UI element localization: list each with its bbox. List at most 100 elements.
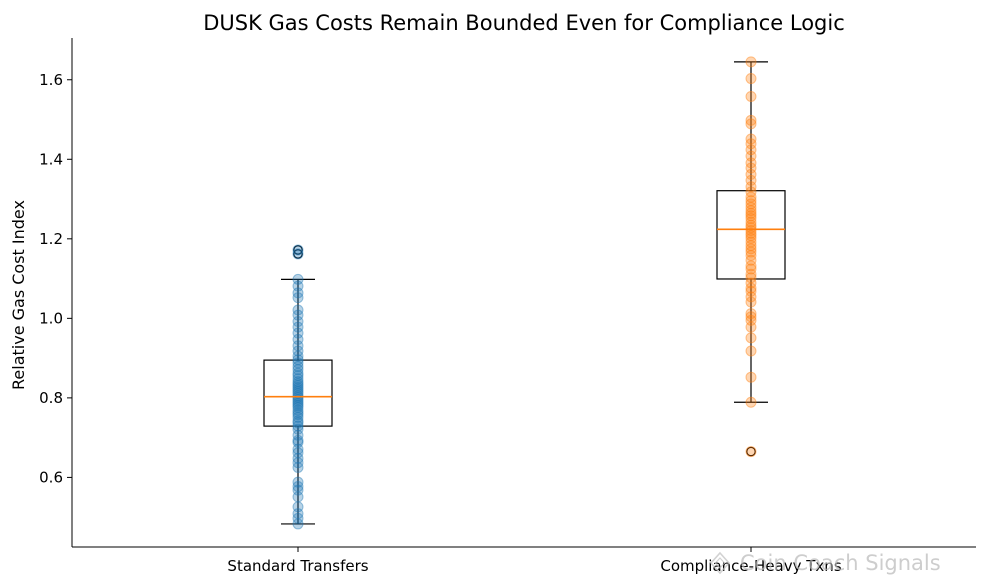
data-point xyxy=(292,354,304,366)
data-point xyxy=(745,195,757,207)
y-tick-label: 0.8 xyxy=(39,389,63,407)
data-point xyxy=(292,407,304,419)
data-point xyxy=(745,243,757,255)
data-point xyxy=(745,213,757,225)
data-point xyxy=(292,309,304,321)
data-point xyxy=(292,476,304,488)
data-point xyxy=(292,273,304,285)
data-point xyxy=(745,210,757,222)
watermark: Coin Coach Signals xyxy=(709,551,941,575)
data-point xyxy=(745,90,757,102)
data-point xyxy=(745,282,757,294)
data-point xyxy=(745,396,757,408)
data-point xyxy=(745,144,757,156)
data-point xyxy=(292,345,304,357)
data-point xyxy=(292,376,304,388)
data-point xyxy=(292,370,304,382)
iqr-box xyxy=(716,190,786,280)
y-tick-label: 1.2 xyxy=(39,230,63,248)
data-point xyxy=(292,401,304,413)
x-tick-label: Compliance-Heavy Txns xyxy=(660,557,841,575)
data-point xyxy=(292,350,304,362)
data-point xyxy=(292,333,304,345)
data-point xyxy=(745,216,757,228)
data-point xyxy=(745,186,757,198)
data-point xyxy=(292,434,304,446)
data-point xyxy=(745,157,757,169)
data-point xyxy=(292,420,304,432)
outlier-marker xyxy=(293,245,303,255)
data-point xyxy=(745,311,757,323)
data-point xyxy=(292,443,304,455)
data-point xyxy=(292,373,304,385)
data-point xyxy=(745,446,757,458)
data-point xyxy=(745,227,757,239)
data-point xyxy=(292,360,304,372)
outlier-marker xyxy=(746,446,756,457)
data-point xyxy=(292,501,304,513)
data-point xyxy=(292,248,304,260)
data-point xyxy=(292,436,304,448)
data-point xyxy=(292,304,304,316)
x-axis: Standard Transfers Compliance-Heavy Txns xyxy=(72,546,976,575)
data-point xyxy=(745,207,757,219)
data-point xyxy=(745,345,757,357)
data-point xyxy=(745,332,757,344)
data-point xyxy=(292,364,304,376)
data-point xyxy=(292,423,304,435)
data-point xyxy=(745,73,757,85)
data-point xyxy=(292,518,304,530)
data-point xyxy=(745,201,757,213)
data-point xyxy=(292,411,304,423)
data-point xyxy=(745,114,757,126)
watermark-text: Coin Coach Signals xyxy=(740,551,941,575)
data-point xyxy=(292,380,304,392)
data-point xyxy=(745,272,757,284)
data-point xyxy=(292,340,304,352)
data-point xyxy=(292,321,304,333)
data-point xyxy=(745,291,757,303)
data-point xyxy=(745,268,757,280)
data-point xyxy=(292,461,304,473)
data-point xyxy=(745,56,757,68)
data-point xyxy=(292,378,304,390)
data-point xyxy=(745,219,757,231)
data-point xyxy=(745,168,757,180)
iqr-box xyxy=(263,359,333,427)
data-point xyxy=(745,118,757,130)
data-point xyxy=(292,452,304,464)
data-point xyxy=(745,205,757,217)
data-point xyxy=(745,222,757,234)
data-point xyxy=(745,232,757,244)
data-point xyxy=(745,371,757,383)
diamond-logo-icon xyxy=(709,551,731,575)
data-point xyxy=(292,415,304,427)
data-point xyxy=(292,357,304,369)
data-point xyxy=(292,327,304,339)
x-tick-label: Standard Transfers xyxy=(227,557,368,575)
data-point xyxy=(745,277,757,289)
data-point xyxy=(292,512,304,524)
data-point xyxy=(745,181,757,193)
data-point xyxy=(745,150,757,162)
y-axis: 0.6 0.8 1.0 1.2 1.4 1.6 xyxy=(39,38,73,547)
data-point xyxy=(292,382,304,394)
y-tick-label: 1.6 xyxy=(39,71,63,89)
y-tick-label: 0.6 xyxy=(39,468,63,486)
y-tick-label: 1.0 xyxy=(39,309,63,327)
data-point xyxy=(745,263,757,275)
outlier-marker xyxy=(293,249,303,259)
data-point xyxy=(745,296,757,308)
data-point xyxy=(292,287,304,299)
data-point xyxy=(745,224,757,236)
data-point xyxy=(745,198,757,210)
data-point xyxy=(292,447,304,459)
data-point xyxy=(745,174,757,186)
data-point xyxy=(745,321,757,333)
data-point xyxy=(745,314,757,326)
data-point xyxy=(292,316,304,328)
y-tick-label: 1.4 xyxy=(39,150,63,168)
y-axis-label: Relative Gas Cost Index xyxy=(9,200,28,390)
data-point xyxy=(292,484,304,496)
series-compliance-heavy xyxy=(716,56,786,458)
